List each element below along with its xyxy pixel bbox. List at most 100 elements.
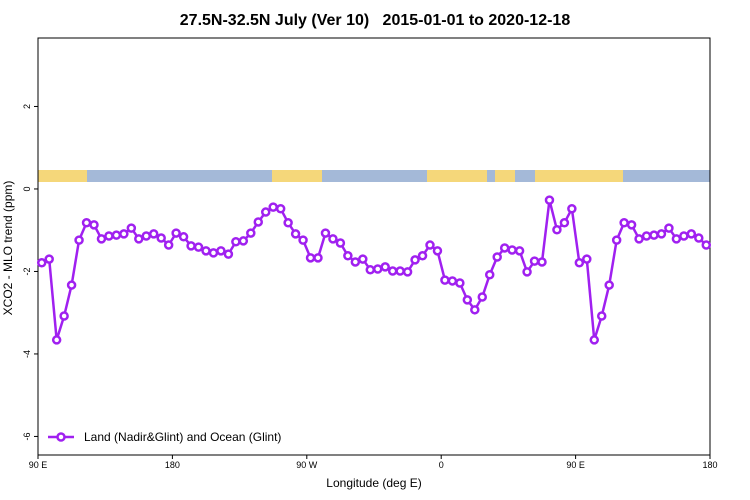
plot-frame (37, 37, 711, 456)
data-point (268, 202, 278, 212)
y-tick-label: 0 (22, 186, 32, 191)
y-tick-label: 2 (22, 104, 32, 109)
data-point (51, 335, 62, 345)
y-axis-label: XCO2 - MLO trend (ppm) (1, 181, 15, 316)
data-point (59, 311, 69, 321)
x-tick-label: 90 W (296, 460, 318, 470)
data-point (290, 229, 301, 239)
data-point (283, 218, 293, 228)
data-point (96, 234, 107, 244)
data-point (275, 204, 286, 214)
data-point (111, 230, 122, 240)
data-point (522, 267, 532, 277)
x-axis-label: Longitude (deg E) (326, 476, 421, 490)
data-point (574, 258, 585, 268)
data-point (305, 253, 316, 263)
data-point (178, 232, 189, 242)
data-point (387, 266, 398, 276)
x-tick-label: 90 E (29, 460, 48, 470)
land-ocean-strip (38, 170, 710, 182)
data-point (66, 280, 77, 290)
data-point (134, 234, 144, 244)
data-point (193, 242, 204, 252)
data-point (596, 311, 607, 321)
data-point (649, 230, 659, 240)
data-point (604, 280, 614, 290)
x-tick-label: 180 (165, 460, 180, 470)
data-point (634, 234, 644, 244)
data-point (619, 218, 629, 228)
data-point (559, 218, 570, 228)
data-point (492, 252, 502, 262)
data-point (74, 235, 84, 245)
data-point (328, 234, 338, 244)
data-point (216, 246, 226, 256)
data-point (358, 254, 368, 264)
data-point (425, 240, 435, 250)
data-point (171, 228, 181, 238)
data-point (36, 258, 47, 268)
legend-marker (56, 432, 66, 442)
data-point (186, 241, 196, 251)
data-point (298, 235, 308, 245)
data-point (567, 204, 577, 214)
data-point (440, 275, 450, 285)
data-point (484, 270, 495, 280)
data-point (641, 231, 652, 241)
data-point (320, 228, 331, 238)
data-point (126, 223, 137, 233)
y-tick-label: -6 (22, 432, 32, 440)
data-point (701, 240, 712, 250)
data-point (141, 231, 152, 241)
data-point (402, 267, 413, 277)
data-point (44, 254, 54, 264)
data-point (313, 253, 323, 263)
data-point (417, 251, 428, 261)
data-point (223, 249, 234, 259)
data-point (626, 220, 637, 230)
y-tick-label: -4 (22, 350, 32, 358)
data-point (694, 233, 704, 243)
data-point (119, 229, 129, 239)
data-point (514, 246, 525, 256)
data-point (432, 246, 443, 256)
data-point (350, 257, 361, 267)
data-point (246, 228, 256, 238)
data-point (447, 276, 458, 286)
data-point (455, 278, 465, 288)
data-point (343, 251, 353, 261)
data-point (380, 262, 390, 272)
x-tick-label: 180 (702, 460, 717, 470)
data-point (335, 238, 346, 248)
data-point (89, 220, 99, 230)
data-point (589, 335, 600, 345)
data-point (679, 231, 689, 241)
x-tick-label: 90 E (566, 460, 585, 470)
data-point (253, 217, 264, 227)
data-point (365, 265, 376, 275)
data-point (477, 292, 488, 302)
data-point (507, 245, 517, 255)
data-point (582, 254, 592, 264)
data-point (156, 233, 166, 243)
data-point (537, 257, 547, 267)
legend-label: Land (Nadir&Glint) and Ocean (Glint) (84, 430, 281, 444)
chart-title: 27.5N-32.5N July (Ver 10) 2015-01-01 to … (180, 12, 571, 29)
data-point (201, 246, 211, 256)
data-point (231, 237, 241, 247)
data-point (163, 240, 174, 250)
data-point (462, 295, 473, 305)
data-point (671, 234, 682, 244)
data-point (81, 218, 92, 228)
data-point (470, 305, 480, 315)
data-point (611, 235, 622, 245)
data-point (208, 248, 219, 258)
data-point (552, 225, 562, 235)
data-point (148, 229, 159, 239)
data-point (395, 266, 405, 276)
data-point (686, 229, 697, 239)
data-point (544, 195, 555, 205)
data-point (104, 231, 114, 241)
data-point (260, 207, 271, 217)
x-tick-label: 0 (439, 460, 444, 470)
